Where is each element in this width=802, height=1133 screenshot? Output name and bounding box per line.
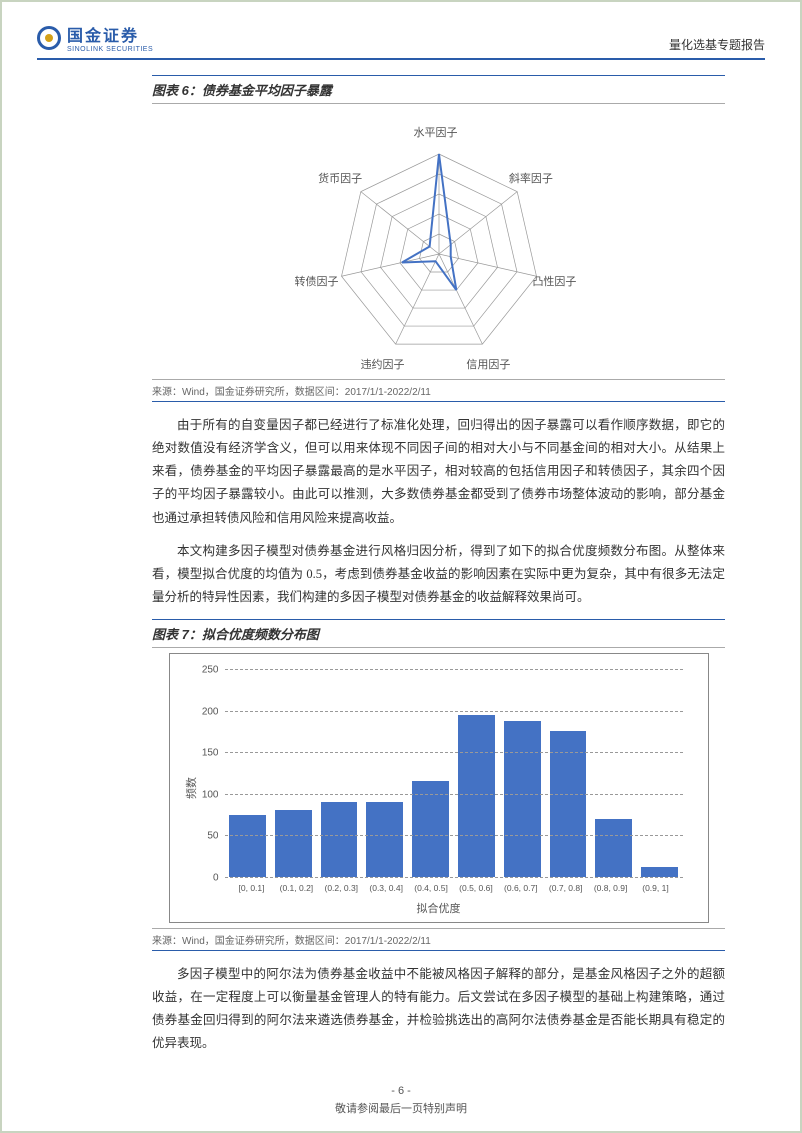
logo-cn: 国金证券 [67, 22, 153, 46]
hist-ytick: 100 [202, 789, 219, 800]
figure-7-source: 来源：Wind，国金证券研究所，数据区间：2017/1/1-2022/2/11 [152, 928, 725, 951]
hist-xtick: (0.4, 0.5] [414, 883, 448, 893]
figure-6-title: 图表 6：债券基金平均因子暴露 [152, 75, 725, 104]
hist-bar [321, 802, 358, 877]
hist-ytick: 0 [213, 873, 219, 884]
paragraph-1: 由于所有的自变量因子都已经进行了标准化处理，回归得出的因子暴露可以看作顺序数据，… [152, 414, 725, 530]
hist-xtick: (0.5, 0.6] [459, 883, 493, 893]
radar-axis-label: 水平因子 [414, 124, 458, 140]
page-footer: - 6 - 敬请参阅最后一页特别声明 [2, 1085, 800, 1116]
hist-xtick: (0.1, 0.2] [280, 883, 314, 893]
radar-axis-label: 信用因子 [466, 356, 510, 372]
hist-ylabel: 频数 [183, 777, 199, 799]
hist-bar [595, 819, 632, 877]
hist-xtick: (0.9, 1] [642, 883, 668, 893]
hist-xtick: (0.3, 0.4] [369, 883, 403, 893]
hist-bar [641, 867, 678, 877]
page-number: - 6 - [2, 1085, 800, 1097]
hist-xtick: (0.2, 0.3] [325, 883, 359, 893]
paragraph-3: 多因子模型中的阿尔法为债券基金收益中不能被风格因子解释的部分，是基金风格因子之外… [152, 963, 725, 1056]
radar-axis-label: 转债因子 [295, 273, 339, 289]
radar-axis-label: 违约因子 [361, 356, 405, 372]
paragraph-2: 本文构建多因子模型对债券基金进行风格归因分析，得到了如下的拟合优度频数分布图。从… [152, 540, 725, 609]
report-type: 量化选基专题报告 [669, 36, 765, 53]
hist-xtick: [0, 0.1] [239, 883, 265, 893]
histogram-chart: 频数 0 50 100 150 200 250 [0, 0.1] (0.1, 0.2] (0.2… [169, 653, 709, 923]
hist-bar [458, 715, 495, 877]
disclaimer: 敬请参阅最后一页特别声明 [2, 1100, 800, 1116]
hist-bar [412, 781, 449, 877]
hist-ytick: 200 [202, 706, 219, 717]
hist-bar [550, 731, 587, 877]
hist-xlabel: 拟合优度 [417, 900, 461, 916]
radar-axis-label: 货币因子 [318, 170, 362, 186]
hist-bar [229, 815, 266, 877]
hist-xtick: (0.6, 0.7] [504, 883, 538, 893]
logo-icon [37, 26, 61, 50]
radar-axis-label: 斜率因子 [509, 170, 553, 186]
hist-bar [366, 802, 403, 877]
hist-ytick: 150 [202, 748, 219, 759]
radar-axis-label: 凸性因子 [532, 273, 576, 289]
logo: 国金证券 SINOLINK SECURITIES [37, 22, 153, 53]
page-header: 国金证券 SINOLINK SECURITIES 量化选基专题报告 [37, 2, 765, 60]
hist-ytick: 250 [202, 665, 219, 676]
hist-bar [275, 810, 312, 877]
logo-en: SINOLINK SECURITIES [67, 46, 153, 53]
radar-chart: 水平因子斜率因子凸性因子信用因子 违约因子 转债因子 货币因子 [169, 109, 709, 379]
hist-bar [504, 721, 541, 877]
hist-xtick: (0.7, 0.8] [549, 883, 583, 893]
figure-7-title: 图表 7：拟合优度频数分布图 [152, 619, 725, 648]
figure-6-source: 来源：Wind，国金证券研究所，数据区间：2017/1/1-2022/2/11 [152, 379, 725, 402]
hist-ytick: 50 [207, 831, 218, 842]
hist-xtick: (0.8, 0.9] [594, 883, 628, 893]
